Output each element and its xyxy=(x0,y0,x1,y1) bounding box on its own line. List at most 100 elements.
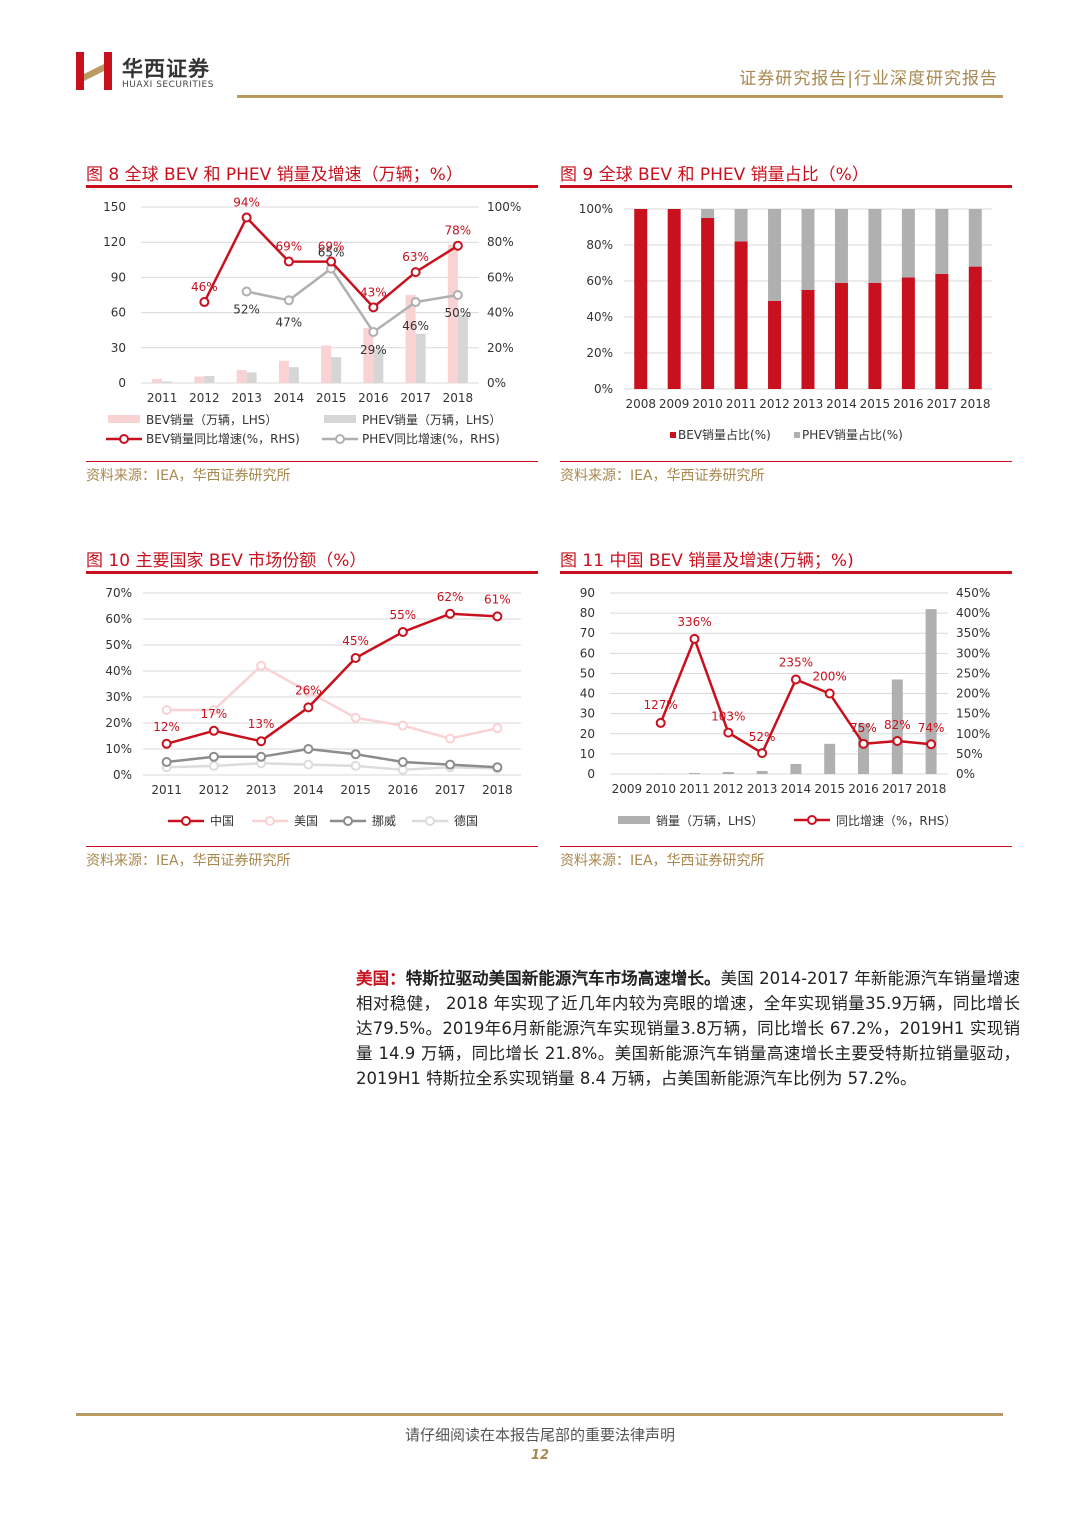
fig11-legend-growth-label: 同比增速（%，RHS） xyxy=(836,814,956,828)
fig8-phev-bar xyxy=(204,375,215,383)
fig8-xtick: 2018 xyxy=(443,391,474,405)
fig8-legend-phev-label: PHEV销量（万辆，LHS） xyxy=(362,413,501,427)
fig8-legend-phev-swatch xyxy=(324,415,356,423)
fig8-legend-bev-growth-label: BEV销量同比增速(%，RHS) xyxy=(146,432,300,446)
fig10-norway-point xyxy=(208,751,219,762)
fig8-bev-growth-point xyxy=(326,256,337,267)
fig10-ytick: 60% xyxy=(105,612,132,626)
fig11-growth-label: 127% xyxy=(644,698,678,712)
fig10-china-point xyxy=(397,627,408,637)
fig11-ytick-right: 250% xyxy=(956,666,990,680)
fig8-bev-bar xyxy=(405,295,416,383)
fig8-bev-growth-label: 69% xyxy=(318,240,345,254)
fig8-ytick-right: 80% xyxy=(487,235,514,249)
fig8-bev-growth-point xyxy=(410,267,421,278)
fig10-xtick: 2016 xyxy=(388,783,419,797)
fig10-china-point xyxy=(161,738,172,749)
fig8-phev-growth-label: 52% xyxy=(233,302,260,316)
fig9-legend-phev-label: PHEV销量占比(%) xyxy=(802,427,903,442)
fig11-xtick: 2009 xyxy=(612,782,643,796)
fig8-ytick-right: 60% xyxy=(487,270,514,284)
fig10-china-label: 55% xyxy=(390,608,417,622)
fig8-phev-growth-point xyxy=(283,295,294,306)
fig10-usa-point xyxy=(208,705,219,715)
fig8-ytick-right: 100% xyxy=(487,200,521,214)
fig11-growth-point xyxy=(689,633,700,644)
fig8-ytick-left: 30 xyxy=(111,341,126,355)
fig9-phev-bar xyxy=(901,209,915,278)
fig9-bev-bar xyxy=(801,290,815,389)
fig10-ytick: 10% xyxy=(105,742,132,756)
fig9-xtick: 2016 xyxy=(893,397,924,411)
fig8-xtick: 2013 xyxy=(231,391,262,405)
fig9-bev-bar xyxy=(935,273,949,389)
fig9-xtick: 2018 xyxy=(960,397,991,411)
fig10-germany-point xyxy=(303,759,314,770)
fig9-bev-bar xyxy=(868,282,882,389)
fig8-bev-growth-point xyxy=(452,240,463,251)
fig10-usa-point xyxy=(397,720,408,731)
fig11-growth-point xyxy=(655,717,666,728)
fig10-china-label: 12% xyxy=(153,720,180,734)
fig9-xtick: 2008 xyxy=(625,397,656,411)
fig10-legend-germany-dot xyxy=(425,816,435,826)
fig11-ytick-left: 80 xyxy=(580,606,595,620)
fig9-ytick: 40% xyxy=(586,310,613,324)
fig8-xtick: 2016 xyxy=(358,391,389,405)
fig8-chart: 0 30 60 90 120 150 0% 20% 40% 60% 80% 100% 2011 2012 2… xyxy=(103,196,521,446)
fig10-usa-point xyxy=(350,712,361,723)
fig11-ytick-right: 150% xyxy=(956,707,990,721)
fig8-source: 资料来源：IEA，华西证券研究所 xyxy=(86,468,291,484)
fig11-sales-bar xyxy=(858,723,869,774)
fig9-bev-bar xyxy=(834,282,848,389)
fig8-phev-bar xyxy=(415,333,426,383)
fig11-growth-label: 200% xyxy=(813,670,847,684)
fig11-ytick-right: 200% xyxy=(956,687,990,701)
fig11-ytick-right: 350% xyxy=(956,626,990,640)
fig8-ytick-left: 0 xyxy=(118,376,126,390)
fig9-xtick: 2009 xyxy=(659,397,690,411)
fig10-norway-point xyxy=(350,749,361,760)
fig10-germany-point xyxy=(208,760,219,771)
fig10-xtick: 2012 xyxy=(199,783,230,797)
fig9-ytick: 60% xyxy=(586,274,613,288)
fig10-ytick: 50% xyxy=(105,638,132,652)
fig9-phev-bar xyxy=(935,209,949,274)
fig10-title: 图 10 主要国家 BEV 市场份额（%） xyxy=(86,551,367,571)
fig8-xtick: 2012 xyxy=(189,391,220,405)
fig8-title: 图 8 全球 BEV 和 PHEV 销量及增速（万辆；%） xyxy=(86,165,463,185)
fig10-legend-usa-label: 美国 xyxy=(294,814,318,828)
body-text: 美国 2014-2017 年新能源汽车销量增速相对稳健， 2018 年实现了近几… xyxy=(356,969,1021,1088)
fig8-bev-bar xyxy=(363,327,374,383)
fig9-xtick: 2011 xyxy=(726,397,757,411)
fig8-bev-growth-label: 94% xyxy=(233,196,260,210)
fig10-legend-germany-label: 德国 xyxy=(454,813,478,828)
fig11-xtick: 2011 xyxy=(679,782,710,796)
fig11-growth-label: 82% xyxy=(884,718,911,732)
fig10-chart: 0% 10% 20% 30% 40% 50% 60% 70% 2011 2012 2013 2014 2… xyxy=(105,586,521,828)
fig10-china-label: 26% xyxy=(295,683,322,697)
fig10-germany-point xyxy=(350,760,361,771)
fig11-growth-label: 52% xyxy=(749,730,776,744)
fig11-xtick: 2016 xyxy=(848,782,879,796)
fig11-ytick-left: 50 xyxy=(580,666,595,680)
fig10-xtick: 2017 xyxy=(435,783,466,797)
fig9-xtick: 2012 xyxy=(759,397,790,411)
fig10-china-point xyxy=(208,725,219,736)
fig10-china-label: 62% xyxy=(437,590,464,604)
fig11-title: 图 11 中国 BEV 销量及增速(万辆；%) xyxy=(560,551,854,571)
fig10-china-point xyxy=(492,611,503,622)
fig8-ytick-left: 120 xyxy=(103,235,126,249)
fig11-ytick-right: 100% xyxy=(956,727,990,741)
fig10-norway-point xyxy=(256,751,267,762)
fig10-xtick: 2011 xyxy=(151,783,182,797)
fig8-xtick: 2017 xyxy=(400,391,431,405)
fig9-bev-bar xyxy=(968,266,982,389)
fig8-phev-growth-line-0 xyxy=(246,266,459,334)
huaxi-logo-icon xyxy=(76,52,112,90)
fig8-bev-growth-label: 78% xyxy=(445,224,472,238)
fig10-china-point xyxy=(256,736,267,747)
fig8-bev-bar xyxy=(152,378,163,383)
fig9-bev-bar xyxy=(734,241,748,389)
fig10-xtick: 2015 xyxy=(340,783,371,797)
